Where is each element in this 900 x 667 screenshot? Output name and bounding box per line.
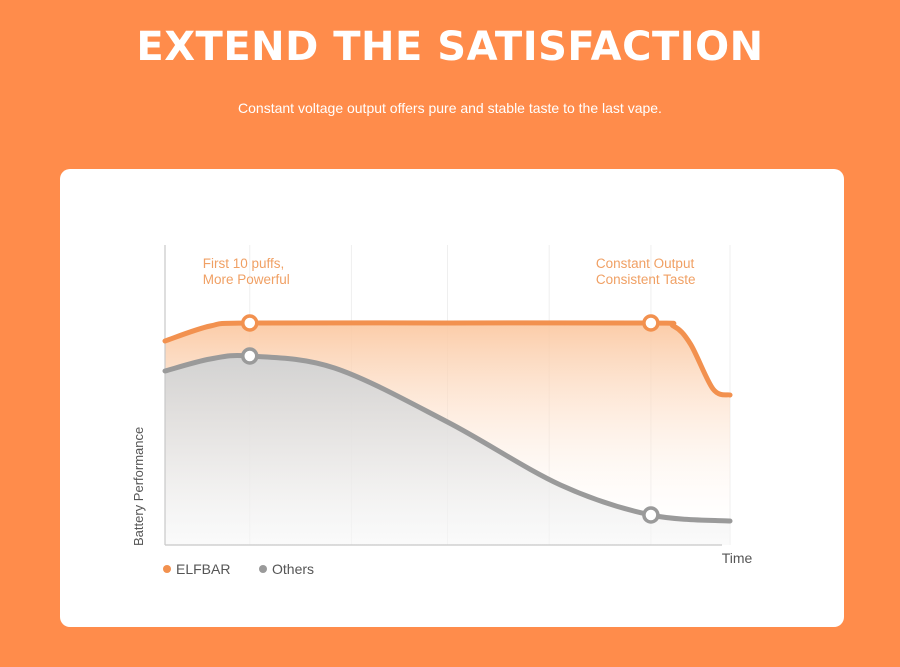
- page-subtitle: Constant voltage output offers pure and …: [238, 100, 662, 116]
- annotation-0: First 10 puffs, More Powerful: [203, 256, 290, 287]
- y-axis-label-text: Battery Performance: [131, 427, 146, 546]
- annotation-0-line1: First 10 puffs,: [203, 256, 285, 271]
- marker-elfbar-0: [241, 314, 259, 332]
- legend-item-elfbar: ELFBAR: [163, 561, 230, 577]
- legend-label-elfbar: ELFBAR: [176, 561, 230, 577]
- chart-series-lines: [162, 320, 733, 524]
- legend-item-others: Others: [259, 561, 314, 577]
- series-line-elfbar: [162, 320, 733, 398]
- legend-label-others: Others: [272, 561, 314, 577]
- chart-annotations: First 10 puffs, More Powerful Constant Out…: [203, 256, 696, 287]
- marker-elfbar-1: [642, 314, 660, 332]
- y-axis-label: Battery Performance: [131, 427, 146, 546]
- annotation-1-line2: Consistent Taste: [596, 272, 696, 287]
- chart-legend: ELFBAR Others: [163, 561, 314, 577]
- page-title: EXTEND THE SATISFACTION: [136, 24, 764, 70]
- marker-others-1: [642, 506, 660, 524]
- annotation-0-line2: More Powerful: [203, 272, 290, 287]
- x-axis-label: Time: [722, 550, 753, 566]
- chart-markers: [241, 314, 660, 524]
- legend-swatch-others: [259, 565, 267, 573]
- annotation-1-line1: Constant Output: [596, 256, 695, 271]
- marker-others-0: [241, 347, 259, 365]
- legend-swatch-elfbar: [163, 565, 171, 573]
- annotation-1: Constant Output Consistent Taste: [596, 256, 696, 287]
- series-line-others: [162, 352, 733, 524]
